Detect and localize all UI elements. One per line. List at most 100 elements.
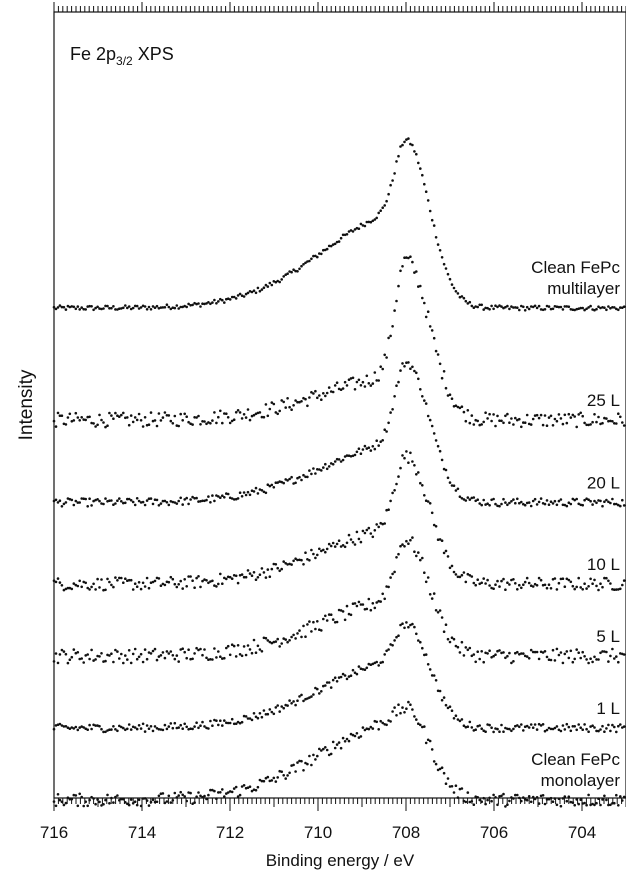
data-point: [401, 543, 404, 546]
data-point: [143, 416, 147, 419]
data-point: [385, 356, 388, 359]
data-point: [391, 710, 394, 713]
data-point: [506, 727, 509, 731]
data-point: [617, 308, 620, 312]
data-point: [242, 413, 246, 416]
data-point: [219, 719, 222, 722]
data-point: [76, 728, 80, 732]
data-point: [551, 502, 555, 505]
data-point: [195, 646, 198, 650]
data-point: [339, 675, 343, 679]
data-point: [225, 792, 228, 795]
data-point: [288, 771, 291, 775]
data-point: [262, 571, 266, 574]
data-point: [496, 504, 499, 508]
data-point: [510, 578, 513, 582]
data-point: [60, 305, 64, 309]
data-point: [371, 662, 375, 666]
data-point: [444, 623, 448, 626]
data-point: [187, 791, 190, 794]
data-point: [187, 502, 190, 506]
data-point: [242, 575, 246, 579]
data-point: [434, 525, 438, 528]
data-point: [450, 636, 454, 639]
data-point: [191, 579, 194, 582]
data-point: [177, 794, 180, 797]
data-point: [62, 305, 66, 309]
data-point: [444, 267, 448, 270]
data-point: [577, 651, 580, 654]
data-point: [221, 298, 224, 302]
data-point: [486, 306, 489, 310]
data-point: [399, 623, 402, 627]
data-point: [157, 655, 161, 658]
data-point: [611, 420, 614, 423]
data-point: [137, 307, 141, 310]
data-point: [498, 304, 501, 307]
data-point: [520, 304, 523, 308]
x-tick-label: 714: [128, 823, 156, 842]
data-point: [523, 421, 527, 425]
chart-annotation: Fe 2p3/2 XPS: [70, 44, 174, 68]
data-point: [329, 686, 333, 689]
data-point: [456, 575, 460, 579]
data-point: [537, 416, 541, 420]
data-point: [543, 502, 547, 506]
data-point: [512, 306, 515, 309]
data-point: [569, 580, 573, 584]
data-point: [557, 653, 561, 657]
data-point: [385, 199, 388, 203]
data-point: [64, 725, 68, 728]
data-point: [280, 705, 284, 708]
data-point: [153, 647, 157, 651]
data-point: [565, 650, 569, 653]
data-point: [347, 378, 351, 382]
data-point: [215, 421, 218, 425]
data-point: [316, 255, 319, 259]
data-point: [266, 775, 270, 779]
data-point: [520, 723, 523, 726]
data-point: [535, 413, 539, 417]
data-point: [183, 498, 186, 501]
data-point: [573, 415, 576, 418]
data-point: [118, 657, 121, 660]
data-point: [175, 654, 179, 657]
data-point: [393, 639, 396, 642]
data-point: [195, 721, 198, 724]
data-point: [169, 722, 173, 725]
data-point: [131, 500, 135, 504]
data-point: [318, 547, 321, 551]
data-point: [250, 718, 254, 722]
data-point: [607, 579, 610, 583]
data-point: [189, 304, 192, 307]
data-point: [302, 563, 305, 566]
data-point: [52, 579, 56, 582]
data-point: [280, 480, 284, 484]
data-point: [80, 725, 83, 728]
data-point: [446, 555, 450, 558]
data-point: [298, 629, 301, 632]
data-point: [76, 305, 80, 308]
x-axis-tick-labels: 716 714 712 710 708 706 704: [40, 823, 596, 842]
data-point: [468, 720, 472, 724]
data-point: [571, 584, 575, 588]
data-point: [161, 499, 165, 503]
data-point: [314, 686, 317, 690]
data-point: [183, 304, 186, 308]
data-point: [290, 270, 293, 274]
data-point: [589, 803, 592, 807]
data-point: [411, 708, 414, 711]
x-tick-label: 708: [392, 823, 420, 842]
data-point: [282, 275, 286, 278]
data-point: [377, 211, 381, 215]
data-point: [213, 647, 216, 650]
data-point: [84, 497, 87, 501]
data-point: [228, 298, 232, 301]
data-point: [345, 384, 349, 387]
data-point: [557, 728, 561, 732]
series-label: Clean FePc: [531, 750, 620, 769]
data-point: [424, 315, 428, 319]
data-point: [341, 672, 345, 676]
data-point: [533, 414, 537, 417]
data-point: [181, 503, 184, 506]
